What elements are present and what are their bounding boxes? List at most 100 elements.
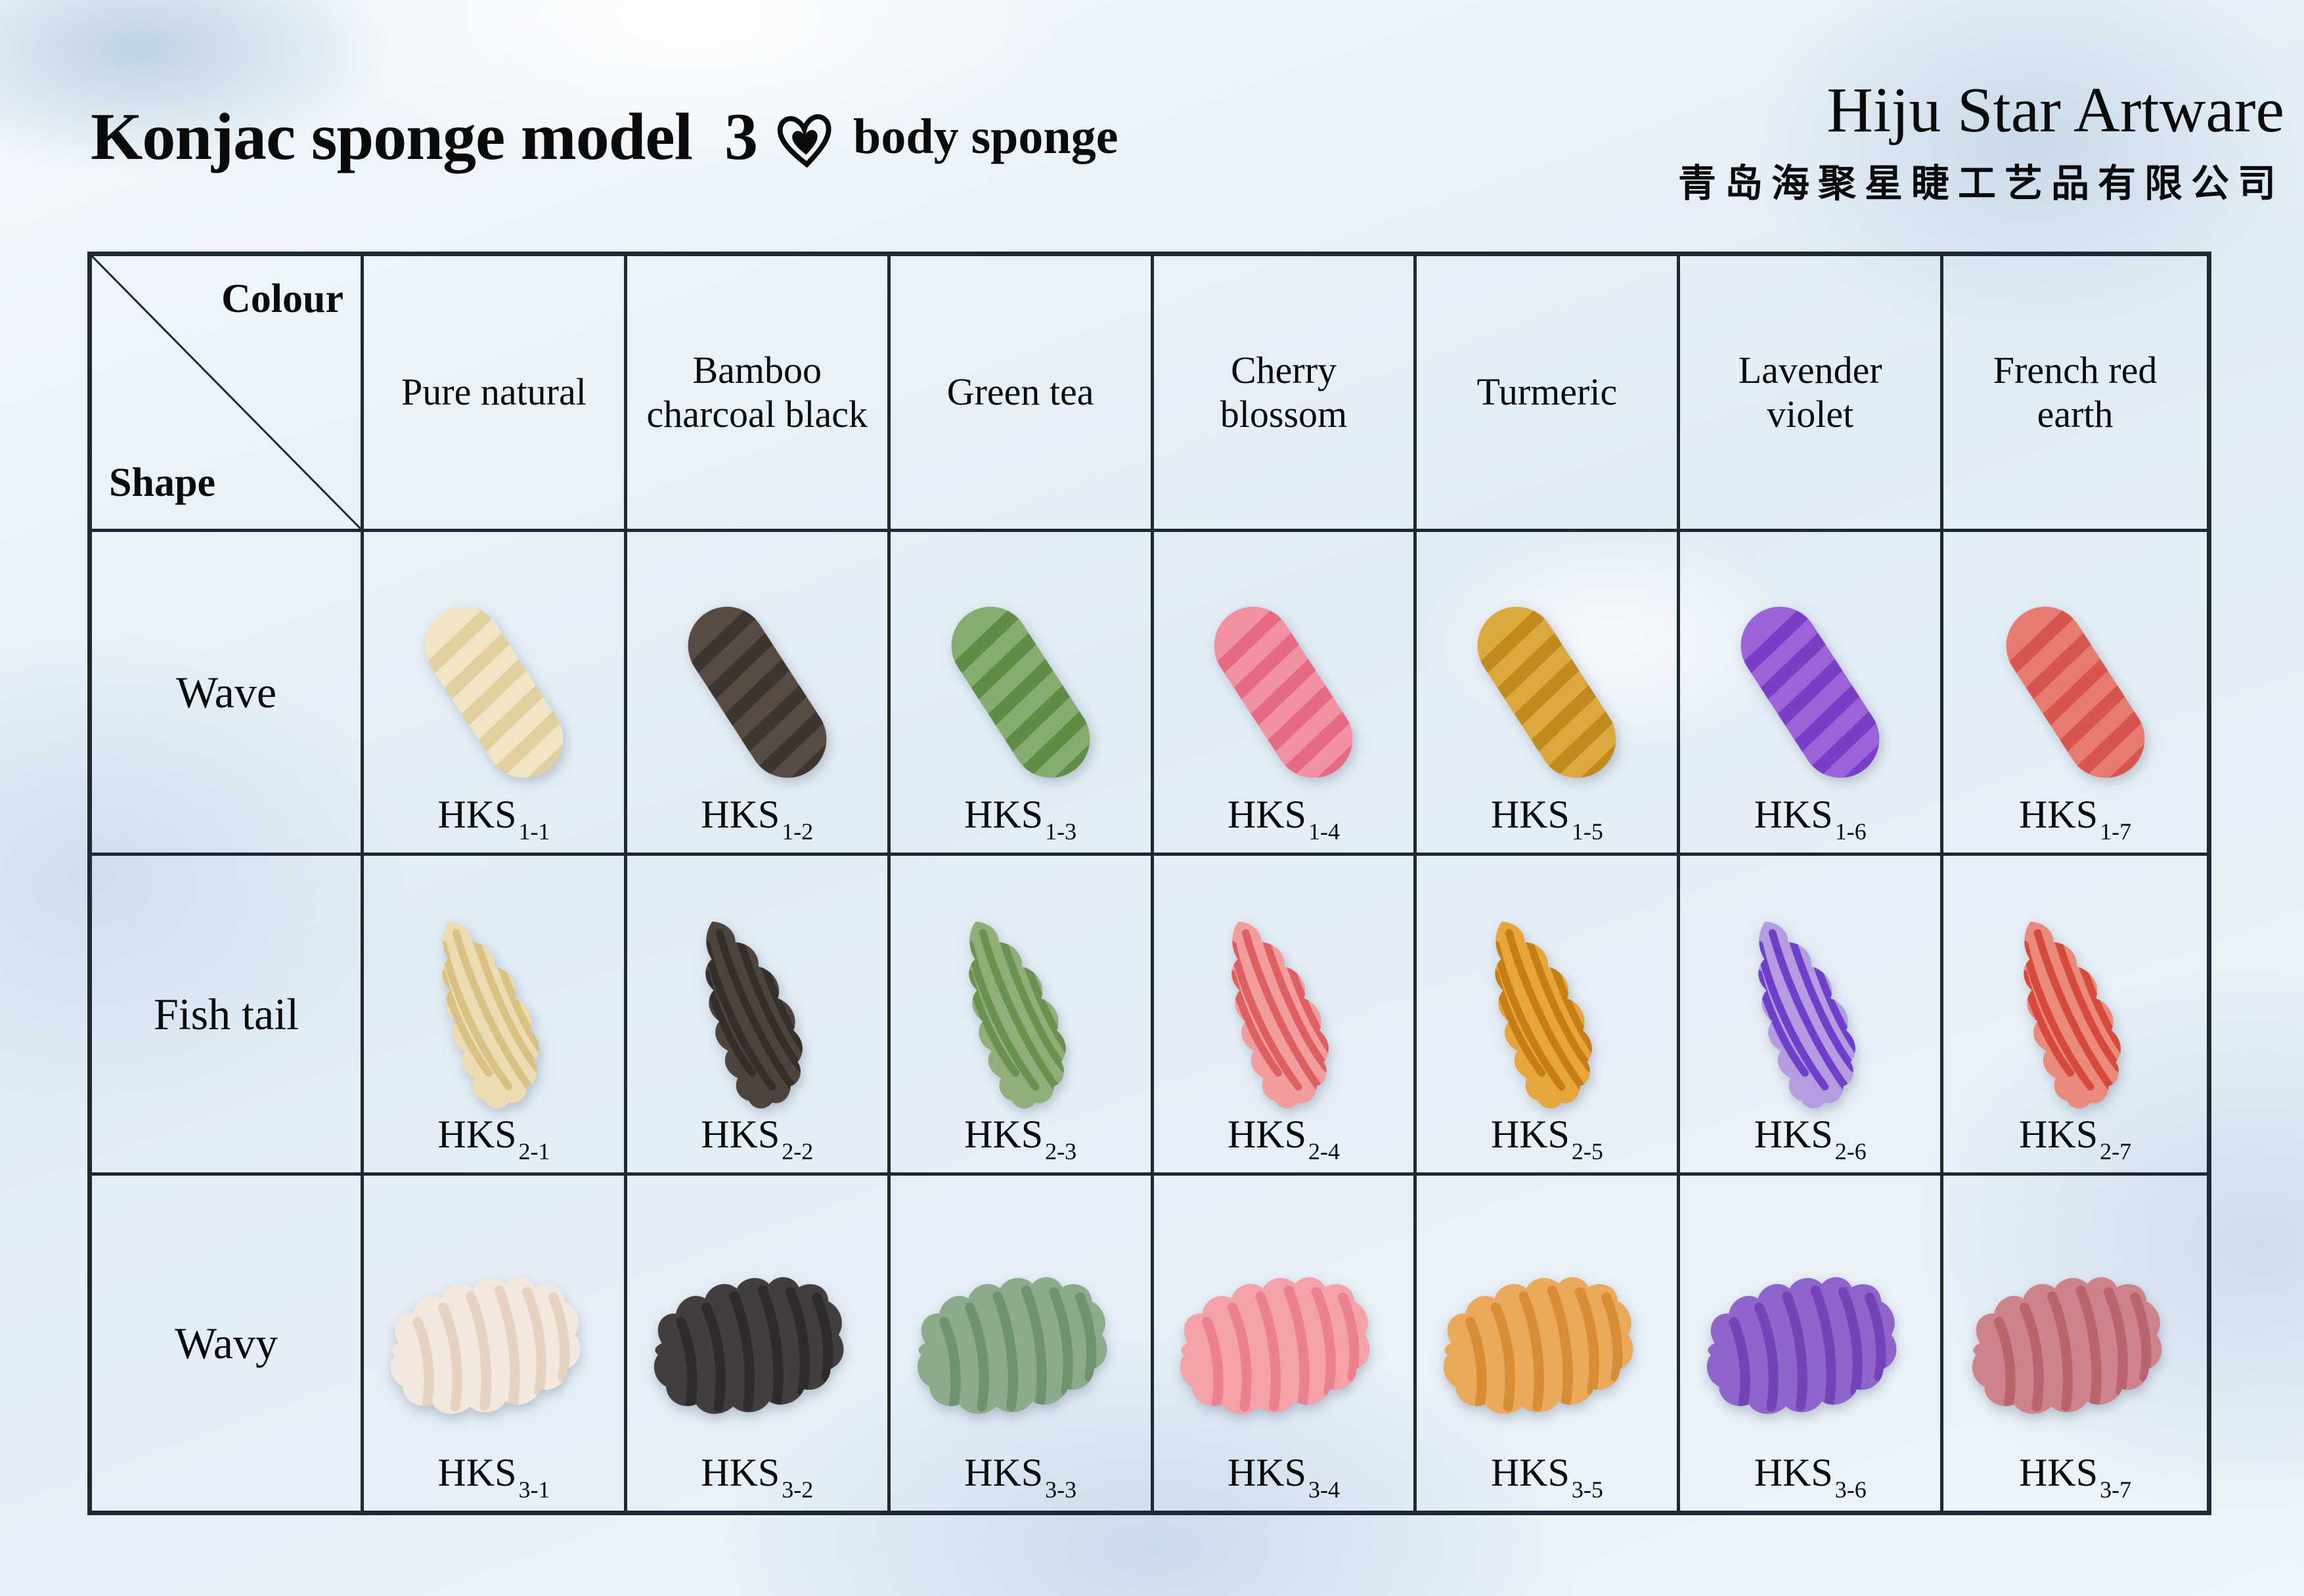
row-label-wavy: Wavy: [92, 1176, 364, 1511]
wave-sponge-image: [1993, 593, 2160, 793]
model-code-prefix: HKS: [437, 793, 517, 836]
fishtail-sponge-image: [1491, 921, 1600, 1109]
sponge-cell-2-5: HKS2-5: [1417, 856, 1681, 1176]
model-code-subscript: 3-5: [1571, 1476, 1603, 1503]
model-code: HKS2-2: [627, 1115, 887, 1163]
model-code-subscript: 1-3: [1045, 818, 1077, 845]
model-code: HKS1-6: [1680, 795, 1940, 843]
model-code-subscript: 2-3: [1045, 1138, 1077, 1164]
model-code-prefix: HKS: [2019, 1113, 2098, 1156]
model-code-prefix: HKS: [1227, 1113, 1306, 1156]
sponge-cell-3-1: HKS3-1: [364, 1176, 627, 1511]
model-code-prefix: HKS: [701, 1113, 780, 1156]
model-code-prefix: HKS: [1227, 793, 1306, 836]
column-header-lavender-violet: Lavender violet: [1680, 256, 1944, 532]
model-code: HKS1-4: [1154, 795, 1414, 843]
wavy-sponge-image: [1972, 1277, 2161, 1414]
column-header-cherry-blossom: Cherry blossom: [1153, 256, 1417, 532]
corner-label-shape: Shape: [109, 460, 215, 505]
model-code: HKS1-2: [627, 795, 887, 843]
column-header-turmeric: Turmeric: [1417, 256, 1681, 532]
sponge-image-wrap: [1154, 856, 1414, 1172]
model-code-subscript: 3-2: [782, 1476, 814, 1503]
sponge-cell-3-4: HKS3-4: [1154, 1176, 1417, 1511]
sponge-image-wrap: [627, 532, 887, 853]
model-code-subscript: 1-4: [1308, 818, 1340, 845]
model-code-subscript: 1-5: [1571, 818, 1603, 845]
model-code: HKS3-7: [1943, 1453, 2207, 1501]
fishtail-sponge-image: [2020, 921, 2128, 1109]
model-code-prefix: HKS: [2019, 1451, 2098, 1494]
fishtail-sponge-image: [965, 921, 1073, 1109]
sponge-image-wrap: [1417, 1176, 1677, 1511]
diagonal-divider: [92, 256, 361, 529]
sponge-cell-2-4: HKS2-4: [1153, 856, 1417, 1176]
wave-sponge-image: [938, 593, 1105, 793]
page-title-suffix: body sponge: [853, 109, 1119, 164]
sponge-cell-3-3: HKS3-3: [891, 1176, 1154, 1511]
model-code-prefix: HKS: [964, 1451, 1044, 1494]
model-code-subscript: 3-6: [1834, 1476, 1867, 1503]
wave-sponge-image: [1201, 593, 1368, 793]
model-code-subscript: 1-7: [2100, 818, 2132, 845]
wave-sponge-image: [411, 593, 579, 793]
sponge-cell-1-1: HKS1-1: [364, 532, 627, 856]
sponge-cell-2-1: HKS2-1: [364, 856, 627, 1176]
corner-cell: Colour Shape: [92, 256, 364, 532]
wave-sponge-image: [1464, 593, 1631, 793]
heart-icon: [777, 114, 831, 168]
sponge-cell-1-3: HKS1-3: [890, 532, 1154, 856]
sponge-cell-3-7: HKS3-7: [1943, 1176, 2207, 1511]
page-title-main: Konjac sponge model 3: [91, 100, 758, 174]
fishtail-sponge-image: [1228, 921, 1337, 1109]
model-code-prefix: HKS: [1490, 1113, 1570, 1156]
model-code-prefix: HKS: [1754, 1113, 1833, 1156]
model-code-prefix: HKS: [1490, 1451, 1570, 1494]
wavy-sponge-image: [1707, 1277, 1897, 1414]
model-code: HKS3-6: [1680, 1453, 1940, 1501]
column-header-pure-natural: Pure natural: [364, 256, 627, 532]
model-code-prefix: HKS: [964, 793, 1044, 836]
sponge-cell-1-6: HKS1-6: [1680, 532, 1944, 856]
model-code-subscript: 3-7: [2100, 1476, 2132, 1503]
model-code: HKS2-6: [1680, 1115, 1940, 1163]
model-code: HKS3-2: [627, 1453, 887, 1501]
sponge-image-wrap: [1154, 532, 1414, 853]
model-code-subscript: 3-4: [1308, 1476, 1340, 1503]
wavy-sponge-image: [1444, 1277, 1633, 1414]
sponge-image-wrap: [1680, 856, 1940, 1172]
sponge-image-wrap: [627, 856, 887, 1172]
model-code: HKS1-5: [1417, 795, 1677, 843]
product-table: Colour Shape Pure natural Bamboo charcoa…: [87, 252, 2211, 1515]
model-code-prefix: HKS: [2019, 793, 2098, 836]
model-code: HKS2-3: [891, 1115, 1151, 1163]
model-code-subscript: 2-7: [2100, 1138, 2132, 1164]
wavy-sponge-image: [1180, 1277, 1370, 1414]
model-code: HKS2-4: [1154, 1115, 1414, 1163]
wavy-sponge-image: [917, 1277, 1107, 1414]
model-code: HKS2-5: [1417, 1115, 1677, 1163]
model-code-subscript: 2-4: [1308, 1138, 1340, 1164]
fishtail-sponge-image: [701, 921, 810, 1109]
sponge-cell-2-7: HKS2-7: [1943, 856, 2207, 1176]
wavy-sponge-image: [390, 1277, 581, 1414]
model-code-prefix: HKS: [1227, 1451, 1306, 1494]
model-code-subscript: 2-2: [782, 1138, 814, 1164]
model-code-prefix: HKS: [701, 793, 780, 836]
model-code-prefix: HKS: [1754, 1451, 1833, 1494]
model-code-prefix: HKS: [437, 1451, 517, 1494]
sponge-cell-3-2: HKS3-2: [627, 1176, 891, 1511]
sponge-image-wrap: [1154, 1176, 1414, 1511]
sponge-image-wrap: [364, 856, 624, 1172]
fishtail-sponge-image: [438, 921, 546, 1109]
model-code: HKS1-3: [891, 795, 1151, 843]
brand-block: Hiju Star Artware 青岛海聚星睫工艺品有限公司: [1678, 74, 2284, 208]
column-header-bamboo-charcoal-black: Bamboo charcoal black: [627, 256, 891, 532]
model-code: HKS1-1: [364, 795, 624, 843]
model-code-subscript: 3-1: [518, 1476, 550, 1503]
model-code-subscript: 2-5: [1571, 1138, 1603, 1164]
sponge-cell-1-2: HKS1-2: [627, 532, 891, 856]
sponge-image-wrap: [1943, 1176, 2207, 1511]
model-code: HKS3-1: [364, 1453, 624, 1501]
